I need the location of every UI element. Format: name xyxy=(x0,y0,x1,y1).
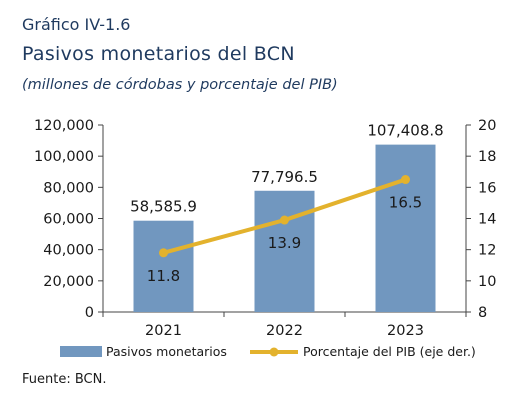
x-tick-label: 2023 xyxy=(387,323,424,339)
y-left-tick-label: 60,000 xyxy=(43,212,94,228)
bar-value-label: 77,796.5 xyxy=(251,168,318,186)
y-right-tick-label: 14 xyxy=(478,212,496,228)
legend-bar-swatch xyxy=(60,346,102,357)
bar xyxy=(254,190,315,312)
chart-subtitle: (millones de córdobas y porcentaje del P… xyxy=(22,77,338,93)
line-point xyxy=(159,248,168,258)
legend-bar-label: Pasivos monetarios xyxy=(106,344,227,359)
y-left-tick-label: 40,000 xyxy=(43,243,94,259)
y-left-tick-label: 20,000 xyxy=(43,274,94,290)
y-left-tick-label: 120,000 xyxy=(34,118,94,134)
bar-value-label: 107,408.8 xyxy=(367,122,443,140)
x-tick-label: 2022 xyxy=(266,323,303,339)
legend-line-marker xyxy=(269,347,279,357)
bar-value-label: 58,585.9 xyxy=(130,198,197,216)
figure-label: Gráfico IV-1.6 xyxy=(22,15,131,34)
y-right-tick-label: 8 xyxy=(478,305,487,321)
line-point xyxy=(401,175,410,185)
line-point xyxy=(280,215,289,225)
source-note: Fuente: BCN. xyxy=(22,372,107,387)
y-right-tick-label: 10 xyxy=(478,274,496,290)
bar xyxy=(375,144,436,312)
y-right-tick-label: 12 xyxy=(478,243,496,259)
bar xyxy=(133,220,194,312)
y-right-tick-label: 18 xyxy=(478,149,496,165)
y-left-tick-label: 100,000 xyxy=(34,149,94,165)
y-right-tick-label: 20 xyxy=(478,118,496,134)
line-value-label: 11.8 xyxy=(147,267,180,285)
line-value-label: 13.9 xyxy=(268,234,301,252)
chart-title: Pasivos monetarios del BCN xyxy=(22,43,295,65)
line-value-label: 16.5 xyxy=(389,194,422,212)
y-right-tick-label: 16 xyxy=(478,180,496,196)
y-left-tick-label: 0 xyxy=(85,305,94,321)
y-left-tick-label: 80,000 xyxy=(43,180,94,196)
x-tick-label: 2021 xyxy=(145,323,182,339)
legend-line-label: Porcentaje del PIB (eje der.) xyxy=(303,344,476,359)
